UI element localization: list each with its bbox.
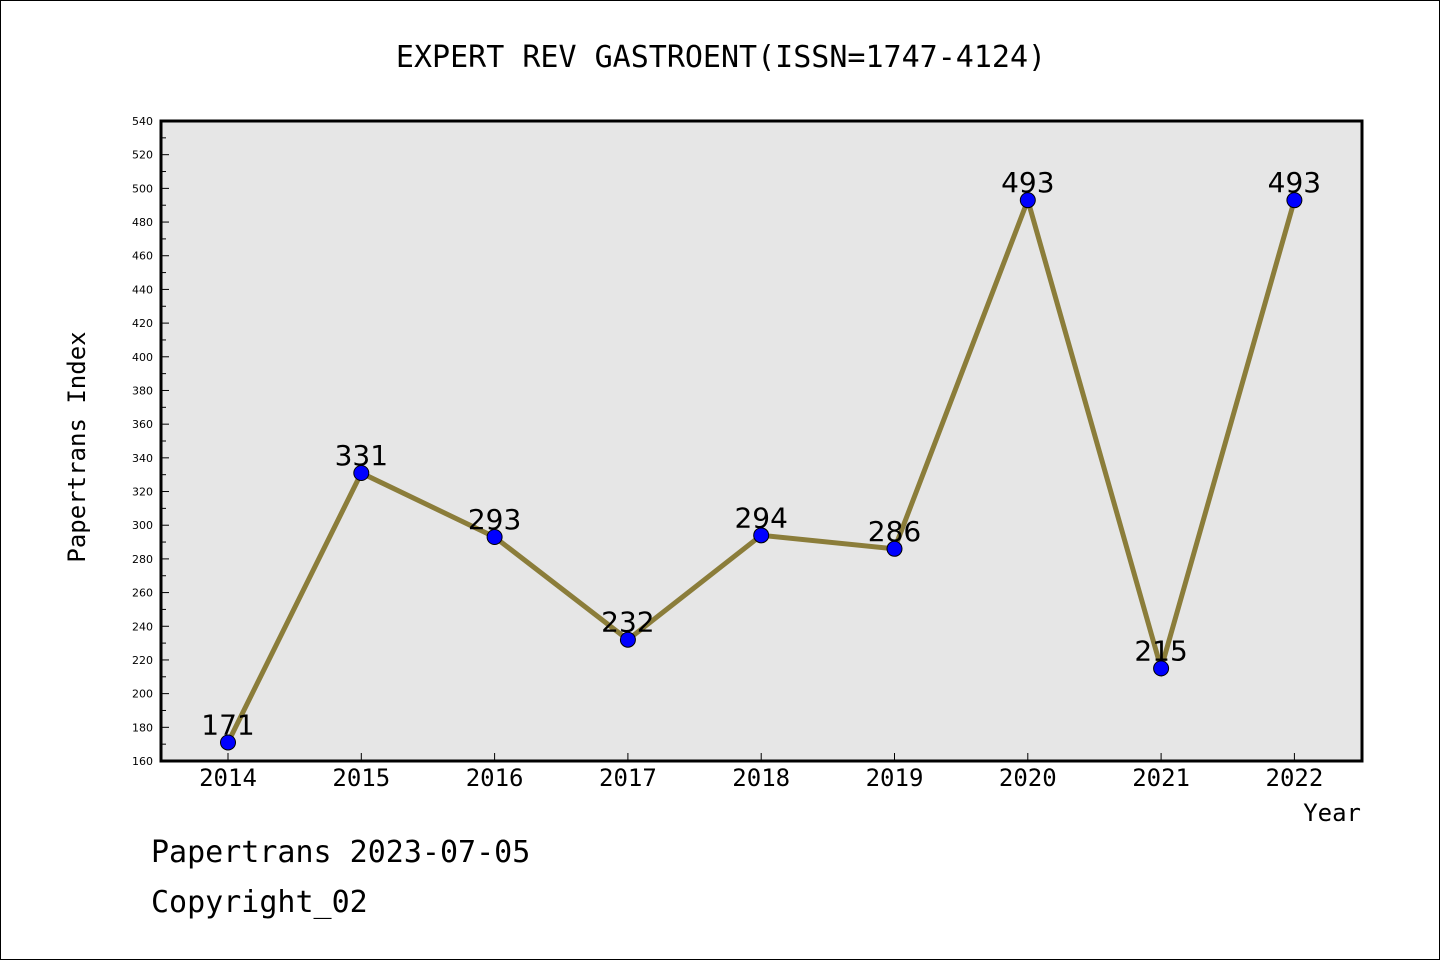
- y-tick-label: 380: [132, 384, 153, 397]
- data-label: 286: [868, 515, 921, 548]
- x-tick-label: 2021: [1132, 764, 1190, 792]
- data-label: 294: [734, 501, 787, 534]
- data-point: [1019, 192, 1036, 209]
- x-tick-label: 2016: [466, 764, 524, 792]
- y-tick-label: 300: [132, 519, 153, 532]
- y-axis-label: Papertrans Index: [63, 331, 91, 562]
- y-tick-label: 420: [132, 317, 153, 330]
- y-tick-label: 500: [132, 182, 153, 195]
- x-axis-label: Year: [1303, 799, 1361, 827]
- y-tick-label: 180: [132, 721, 153, 734]
- data-label: 171: [201, 708, 254, 741]
- plot-area: [161, 121, 1362, 761]
- data-label: 493: [1268, 166, 1321, 199]
- x-tick-label: 2018: [732, 764, 790, 792]
- y-tick-label: 260: [132, 587, 153, 600]
- y-tick-label: 160: [132, 755, 153, 768]
- x-tick-label: 2017: [599, 764, 657, 792]
- chart-title: EXPERT REV GASTROENT(ISSN=1747-4124): [396, 40, 1046, 75]
- data-point: [1153, 660, 1170, 677]
- y-tick-label: 220: [132, 654, 153, 667]
- y-tick-label: 280: [132, 553, 153, 566]
- footer-copyright: Copyright_02: [151, 885, 368, 920]
- y-tick-label: 400: [132, 351, 153, 364]
- data-point: [220, 734, 236, 751]
- data-label: 293: [468, 503, 521, 536]
- y-tick-label: 200: [132, 688, 153, 701]
- data-point: [486, 529, 503, 545]
- data-point: [753, 527, 770, 544]
- y-tick-label: 540: [132, 115, 153, 128]
- x-tick-label: 2014: [199, 764, 257, 792]
- x-tick-label: 2019: [866, 764, 924, 792]
- x-tick-label: 2022: [1266, 764, 1324, 792]
- data-label: 331: [335, 439, 388, 472]
- y-tick-label: 340: [132, 452, 153, 465]
- y-tick-label: 360: [132, 418, 153, 431]
- y-tick-label: 440: [132, 283, 153, 296]
- data-point: [886, 540, 903, 557]
- data-label: 232: [601, 606, 654, 639]
- y-tick-label: 460: [132, 250, 153, 263]
- y-axis: 160 180 200 220 240 260 280 300 320 340 360 380 400 4…: [132, 115, 169, 768]
- data-label: 215: [1134, 634, 1187, 667]
- data-point: [353, 465, 370, 481]
- plot-frame: [159, 119, 1364, 763]
- data-label: 493: [1001, 166, 1054, 199]
- y-tick-label: 520: [132, 149, 153, 162]
- y-tick-label: 320: [132, 486, 153, 499]
- data-point: [619, 631, 636, 648]
- y-tick-label: 480: [132, 216, 153, 229]
- data-labels: 171 331 293 232 294 286 493 215 493: [201, 166, 1321, 741]
- x-axis: 2014 2015 2016 2017 2018 2019 2020 2021 2022: [199, 753, 1323, 792]
- data-points: [220, 192, 1303, 751]
- data-point: [1286, 192, 1303, 209]
- footer-date: Papertrans 2023-07-05: [151, 835, 531, 870]
- y-tick-label: 240: [132, 620, 153, 633]
- x-tick-label: 2020: [999, 764, 1057, 792]
- x-tick-label: 2015: [332, 764, 390, 792]
